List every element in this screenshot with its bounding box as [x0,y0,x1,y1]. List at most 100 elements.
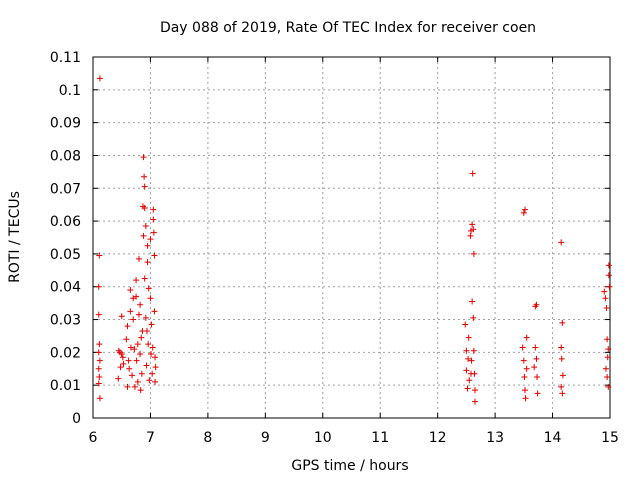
data-point [134,378,141,385]
data-point [463,367,470,374]
y-tick-label: 0.02 [50,345,81,361]
data-point [96,373,103,380]
data-point [124,323,131,330]
data-point [151,252,158,259]
data-point [470,226,477,233]
data-point [533,301,540,308]
data-point [125,357,132,364]
data-point [523,365,530,372]
data-point [470,347,477,354]
data-point [95,311,102,318]
data-points [95,75,613,405]
data-point [95,365,102,372]
data-point [532,344,539,351]
data-point [131,383,138,390]
data-point [127,308,134,315]
data-point [120,360,127,367]
x-tick-label: 10 [314,430,332,446]
data-point [472,398,479,405]
data-point [152,364,159,371]
data-point [135,255,142,262]
data-point [465,355,472,362]
x-tick-label: 8 [203,430,212,446]
data-point [521,373,528,380]
data-point [605,262,612,269]
data-point [118,351,125,358]
data-point [126,365,133,372]
data-point [123,336,130,343]
data-point [146,377,153,384]
data-point [141,183,148,190]
data-point [133,357,140,364]
data-point [144,242,151,249]
data-point [469,170,476,177]
data-point [134,341,141,348]
data-point [601,288,608,295]
data-point [531,364,538,371]
data-point [119,354,126,361]
y-tick-label: 0.09 [50,116,81,132]
gridlines [93,57,610,418]
x-tick-label: 13 [486,430,504,446]
data-point [534,390,541,397]
data-point [96,75,103,82]
data-point [533,355,540,362]
data-point [462,321,469,328]
data-point [148,351,155,358]
data-point [152,378,159,385]
data-point [522,395,529,402]
data-point [467,370,474,377]
x-tick-label: 14 [544,430,562,446]
data-point [150,229,157,236]
data-point [137,301,144,308]
data-point [137,351,144,358]
data-point [143,328,150,335]
y-tick-label: 0.1 [59,83,81,99]
data-point [140,232,147,239]
data-point [95,380,102,387]
data-point [138,334,145,341]
data-point [605,383,612,390]
data-point [469,221,476,228]
data-point [604,336,611,343]
chart-title: Day 088 of 2019, Rate Of TEC Index for r… [160,20,536,36]
x-tick-label: 12 [429,430,447,446]
y-axis-label: ROTI / TECUs [7,191,23,283]
data-point [96,395,103,402]
data-point [521,387,528,394]
data-point [96,357,103,364]
data-point [603,305,610,312]
y-tick-label: 0.06 [50,214,81,230]
data-point [463,347,470,354]
y-tick-label: 0.08 [50,148,81,164]
data-point [147,236,154,243]
data-point [558,355,565,362]
data-point [558,344,565,351]
x-axis-label: GPS time / hours [291,458,408,474]
x-tick-label: 9 [261,430,270,446]
data-point [558,383,565,390]
data-point [521,206,528,213]
data-point [129,372,136,379]
data-point [558,239,565,246]
data-point [523,334,530,341]
x-tick-label: 6 [89,430,98,446]
data-point [142,223,149,230]
data-point [95,349,102,356]
data-point [145,341,152,348]
data-point [559,390,566,397]
data-point [520,209,527,216]
data-point [604,373,611,380]
data-point [520,357,527,364]
data-point [151,308,158,315]
data-point [604,354,611,361]
data-point [144,259,151,266]
data-point [605,272,612,279]
data-point [467,232,474,239]
data-point [519,344,526,351]
data-point [95,283,102,290]
data-point [149,344,156,351]
data-point [133,293,140,300]
y-tick-label: 0.04 [50,280,81,296]
